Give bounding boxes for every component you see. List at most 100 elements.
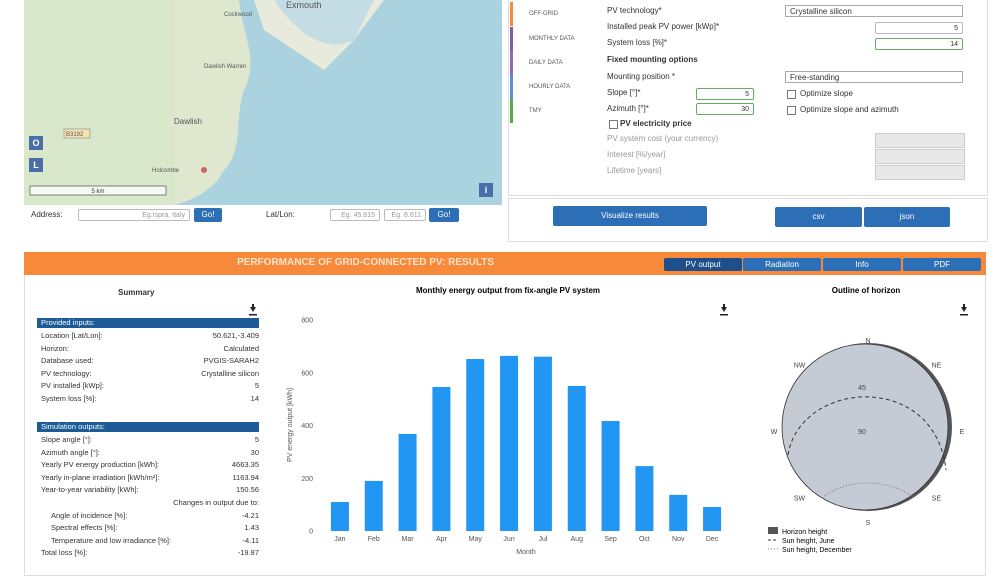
summary-row: PV installed [kWp]: 5 [41,381,259,393]
summary-label: PV technology: [41,368,92,378]
go-button[interactable]: Go! [194,208,222,222]
section-title: PV electricity price [620,119,692,128]
map-button-label[interactable]: L [33,160,39,170]
direction-label: S [866,520,871,527]
map-button[interactable] [29,158,43,172]
tab[interactable]: DAILY DATA [510,51,590,75]
summary-row: Azimuth angle [°]: 30 [41,448,259,460]
field-label: Azimuth [°]* [607,104,649,113]
map-label: B3192 [66,132,84,138]
json-button[interactable]: json [864,207,950,227]
ring-label: 45 [858,385,866,392]
select[interactable]: Crystalline silicon [785,5,963,17]
lat-input[interactable]: Eg. 45.815 [330,209,380,221]
tab-button[interactable]: Radiation [743,258,821,271]
y-tick-label: 400 [301,423,313,430]
summary-row: Yearly PV energy production [kWh]: 4663.3… [41,460,259,472]
map-button-label[interactable]: O [32,138,39,148]
bar [364,480,383,531]
bar [500,355,519,531]
map-label: Dawlish [174,117,202,126]
x-tick-label: Jun [503,536,514,543]
bar [330,501,349,531]
summary-value: 4663.35 [231,460,259,470]
results-title: PERFORMANCE OF GRID-CONNECTED PV: RESULT… [237,257,495,268]
tab[interactable]: HOURLY DATA [510,75,590,99]
checkbox[interactable] [609,120,618,129]
y-tick-label: 200 [301,476,313,483]
map[interactable]: Exmouth Cockwood Dawlish Warren Dawlish … [24,0,502,205]
bar [567,385,586,531]
direction-label: SW [794,495,806,502]
legend-swatch [768,527,778,534]
input[interactable]: 5 [875,22,963,34]
map-label: Exmouth [286,0,322,10]
summary-title: Summary [118,288,155,297]
info-label[interactable]: i [485,185,488,195]
tab-button[interactable]: PDF [903,258,981,271]
checkbox-label[interactable]: Optimize slope and azimuth [800,105,899,114]
x-tick-label: Dec [706,536,719,543]
summary-row: Horizon: Calculated [41,344,259,356]
map-label: Cockwood [224,12,252,18]
info-button[interactable] [479,183,493,197]
visualize-button[interactable]: Visualize results [553,206,707,226]
input[interactable]: 5 [696,88,754,100]
summary-row: Angle of incidence [%]: -4.21 [41,511,259,523]
download-icons[interactable] [249,304,968,316]
summary-row: Slope angle [°]: 5 [41,435,259,447]
direction-label: N [865,338,870,345]
summary-row: System loss [%]: 14 [41,394,259,406]
map-button[interactable] [29,136,43,150]
x-tick-label: Jan [334,536,345,543]
tab-button[interactable]: PV output [664,258,742,271]
summary-value: -4.21 [241,510,259,520]
bar [533,356,552,531]
summary-row: Database used: PVGIS-SARAH2 [41,356,259,368]
bar [601,421,620,531]
tab[interactable]: MONTHLY DATA [510,27,590,51]
field-label: Mounting position * [607,72,676,81]
input[interactable] [875,149,965,164]
summary-row: Location [Lat/Lon]: 50.621,-3.409 [41,331,259,343]
checkbox[interactable] [787,106,796,115]
field-label: Lifetime [years] [607,166,662,175]
lon-input[interactable]: Eg. 8.611 [384,209,426,221]
checkbox[interactable] [787,90,796,99]
action-panel [508,198,988,242]
input[interactable]: 30 [696,103,754,115]
csv-button[interactable]: csv [775,207,862,227]
summary-value: 14 [250,394,259,403]
legend-label: Horizon height [782,529,827,536]
bar [466,359,485,531]
summary-value: 50.621,-3.409 [212,331,259,340]
summary-label: Database used: [41,356,94,366]
summary-row: Total loss [%]: -19.87 [41,548,259,560]
tab[interactable]: OFF-GRID [510,2,590,26]
chart-title: Monthly energy output from fix-angle PV … [416,286,600,295]
input[interactable] [875,133,965,148]
input[interactable]: 14 [875,38,963,50]
select[interactable]: Free-standing [785,71,963,83]
latlon-label: Lat/Lon: [266,210,295,219]
summary-row: PV technology: Crystalline silicon [41,369,259,381]
x-tick-label: Feb [368,536,380,543]
tab[interactable]: TMY [510,99,590,123]
x-tick-label: Nov [672,536,685,543]
sun-december [821,482,915,499]
x-axis-label: Month [516,549,536,556]
field-label: System loss [%]* [607,38,668,47]
summary-header: Provided inputs: [37,318,259,328]
summary-label: Spectral effects [%]: [51,523,118,533]
summary-label: Yearly PV energy production [kWh]: [41,460,160,470]
input[interactable] [875,165,965,180]
tab-button[interactable]: Info [823,258,901,271]
go-button[interactable]: Go! [429,208,459,222]
x-tick-label: Apr [436,536,448,543]
checkbox-label[interactable]: Optimize slope [800,89,853,98]
y-axis-label: PV energy output [kWh] [287,388,294,462]
address-input[interactable]: Eg.Ispra, Italy [78,209,190,221]
field-label: Interest [%/year] [607,150,666,159]
